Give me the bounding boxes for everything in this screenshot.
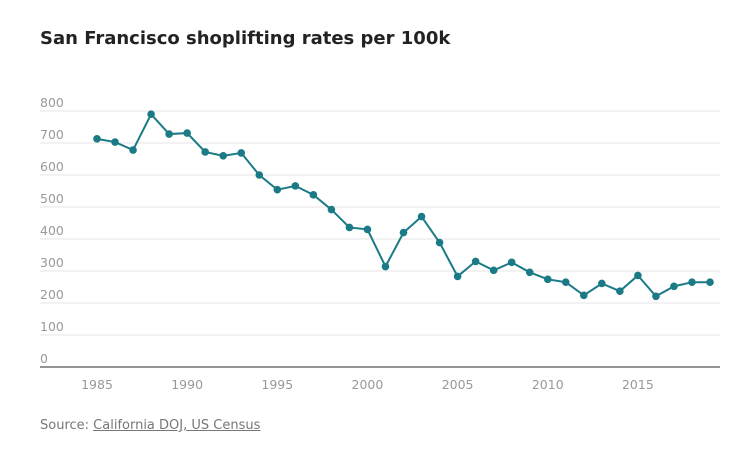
chart-title: San Francisco shoplifting rates per 100k: [40, 28, 451, 49]
data-point: [399, 228, 408, 237]
data-point: [219, 152, 228, 160]
series-line: [96, 112, 711, 298]
data-point: [471, 257, 480, 266]
data-point: [670, 282, 678, 291]
data-point: [327, 205, 336, 214]
y-tick-label: 300: [40, 255, 64, 270]
data-point: [129, 146, 137, 154]
data-point: [183, 129, 191, 137]
data-point: [363, 225, 372, 234]
data-point: [309, 191, 318, 199]
data-point: [652, 292, 660, 301]
x-tick-label: 1985: [81, 377, 113, 392]
data-point: [147, 110, 155, 118]
y-tick-label: 400: [40, 223, 64, 238]
y-tick-label: 600: [40, 159, 64, 174]
data-point: [634, 271, 642, 280]
data-point: [273, 185, 282, 194]
data-point: [543, 275, 552, 284]
data-point: [237, 149, 246, 157]
data-point: [417, 212, 426, 221]
data-point: [507, 258, 516, 267]
source-label: Source:: [40, 418, 94, 433]
x-tick-label: 2000: [352, 377, 384, 392]
y-tick-label: 700: [40, 127, 64, 142]
x-tick-label: 1990: [171, 377, 203, 392]
data-point: [165, 130, 173, 138]
y-tick-label: 800: [40, 95, 64, 110]
data-point: [255, 171, 264, 179]
x-tick-label: 2005: [442, 377, 474, 392]
data-point: [580, 291, 588, 300]
data-point: [598, 279, 606, 288]
data-point: [561, 278, 570, 287]
data-point: [453, 272, 462, 281]
data-point: [525, 268, 534, 277]
y-tick-label: 100: [40, 319, 64, 334]
y-tick-label: 200: [40, 287, 64, 302]
x-tick-label: 2015: [622, 377, 654, 392]
data-point: [201, 148, 209, 156]
data-point: [345, 223, 354, 232]
data-point: [616, 287, 624, 295]
data-point: [688, 278, 696, 287]
data-point: [489, 266, 498, 275]
x-tick-label: 1995: [261, 377, 293, 392]
data-point: [381, 262, 390, 271]
data-point: [291, 182, 300, 190]
source-link[interactable]: California DOJ, US Census: [93, 418, 261, 433]
source-note: Source: California DOJ, US Census: [40, 418, 260, 433]
data-point: [93, 135, 101, 143]
data-point: [706, 278, 714, 287]
y-tick-label: 0: [40, 351, 48, 366]
y-tick-label: 500: [40, 191, 64, 206]
data-point: [111, 138, 119, 146]
x-tick-label: 2010: [532, 377, 564, 392]
data-point: [435, 238, 444, 247]
